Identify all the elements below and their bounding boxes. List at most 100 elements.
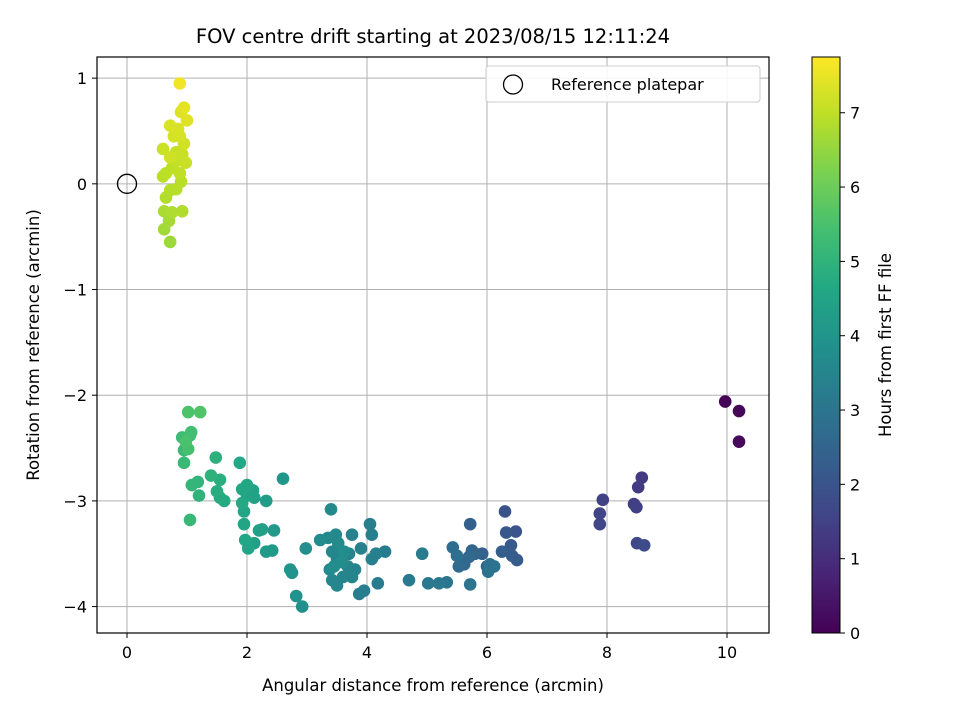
y-axis-label: Rotation from reference (arcmin): [24, 209, 43, 481]
scatter-point: [183, 513, 197, 527]
scatter-point: [289, 589, 303, 603]
scatter-point: [635, 471, 649, 484]
colorbar-ticks: 0 1 2 3 4 5 6 7: [840, 104, 860, 643]
scatter-point: [233, 456, 247, 470]
scatter-point: [181, 405, 195, 419]
x-tick-label: 8: [602, 643, 612, 662]
scatter-point: [193, 405, 207, 419]
scatter-points: [116, 77, 746, 613]
scatter-point: [499, 526, 513, 539]
scatter-point: [276, 472, 290, 485]
scatter-point: [732, 435, 746, 449]
scatter-point: [179, 156, 193, 169]
scatter-point: [267, 524, 281, 537]
scatter-point: [173, 77, 187, 90]
x-tick-label: 2: [242, 643, 252, 662]
scatter-point: [509, 525, 523, 538]
x-tick-label: 6: [482, 643, 492, 662]
scatter-point: [175, 205, 189, 218]
y-tick-label: −1: [63, 281, 87, 300]
scatter-point: [481, 565, 495, 579]
scatter-point: [259, 494, 273, 508]
scatter-point: [637, 538, 651, 552]
scatter-point: [593, 517, 607, 531]
scatter-point: [345, 570, 359, 584]
scatter-point: [504, 538, 518, 552]
scatter-point: [432, 577, 446, 590]
scatter-point: [235, 496, 249, 510]
legend-label-reference: Reference platepar: [551, 75, 704, 94]
scatter-point: [352, 587, 366, 601]
colorbar: [811, 56, 841, 634]
scatter-point: [165, 206, 179, 219]
scatter-point: [163, 235, 177, 249]
scatter-point: [156, 142, 170, 156]
scatter-point: [631, 480, 645, 494]
scatter-point: [299, 542, 313, 555]
colorbar-tick-label: 5: [850, 252, 860, 271]
scatter-point: [337, 545, 351, 558]
x-tick-label: 4: [362, 643, 372, 662]
scatter-point: [184, 425, 198, 439]
scatter-point: [238, 533, 252, 547]
colorbar-label: Hours from first FF file: [876, 253, 895, 437]
reference-platepar-marker: [116, 173, 138, 194]
scatter-point: [345, 528, 359, 542]
legend-marker-reference: [502, 74, 524, 95]
scatter-point: [327, 560, 341, 573]
scatter-point: [365, 528, 379, 542]
scatter-point: [718, 395, 732, 408]
scatter-point: [210, 485, 224, 498]
scatter-point: [463, 578, 477, 591]
scatter-point: [185, 478, 199, 492]
colorbar-tick-label: 7: [850, 104, 860, 123]
scatter-point: [732, 404, 746, 418]
x-tick-label: 0: [122, 643, 132, 662]
scatter-point: [177, 101, 191, 115]
grid: [97, 57, 769, 633]
scatter-point: [402, 573, 416, 587]
scatter-point: [173, 166, 187, 180]
scatter-point: [171, 122, 185, 136]
scatter-point: [192, 489, 206, 502]
x-axis-label: Angular distance from reference (arcmin): [262, 676, 604, 695]
legend-box: [485, 65, 761, 103]
scatter-point: [209, 451, 223, 464]
scatter-point: [259, 545, 273, 558]
scatter-point: [235, 482, 249, 496]
scatter-point: [325, 573, 339, 587]
scatter-point: [369, 547, 383, 561]
scatter-point: [593, 507, 607, 520]
colorbar-tick-label: 6: [850, 178, 860, 197]
y-tick-label: −2: [63, 386, 87, 405]
scatter-point: [295, 600, 309, 613]
scatter-point: [463, 517, 477, 531]
y-tick-label: 0: [77, 175, 87, 194]
scatter-point: [177, 456, 191, 470]
x-tick-label: 10: [717, 643, 737, 662]
scatter-point: [371, 577, 385, 590]
scatter-point: [415, 547, 429, 561]
scatter-point: [452, 560, 466, 573]
plot-frame: [96, 56, 770, 634]
scatter-point: [421, 577, 435, 590]
scatter-point: [495, 545, 509, 558]
scatter-point: [179, 435, 193, 449]
scatter-point: [596, 493, 610, 507]
scatter-point: [163, 151, 177, 164]
scatter-point: [252, 524, 266, 537]
scatter-point: [180, 114, 194, 127]
colorbar-tick-label: 2: [850, 475, 860, 494]
scatter-point: [237, 517, 251, 531]
x-axis-ticks: 0 2 4 6 8 10: [122, 633, 737, 662]
scatter-point: [313, 533, 327, 547]
scatter-point: [498, 505, 512, 518]
scatter-point: [450, 549, 464, 563]
scatter-point: [363, 517, 377, 531]
colorbar-tick-label: 1: [850, 550, 860, 569]
scatter-point: [510, 553, 524, 567]
colorbar-tick-label: 0: [850, 624, 860, 643]
chart-title: FOV centre drift starting at 2023/08/15 …: [196, 25, 670, 48]
y-tick-label: −4: [63, 598, 87, 617]
